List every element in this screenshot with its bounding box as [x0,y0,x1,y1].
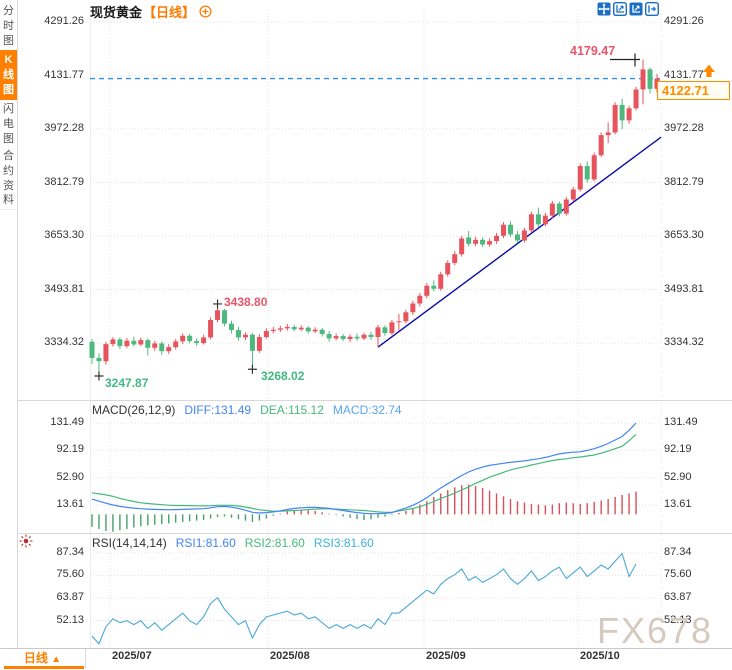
x-axis-month-label: 2025/09 [426,650,466,662]
chart-toolbar [597,2,659,16]
macd-axis-label-right: 52.90 [664,470,692,483]
footer-tab-underline [4,666,84,669]
rsi-axis-label-left: 63.87 [56,590,84,603]
price-up-arrow-icon [703,64,715,77]
chart-titlebar: 现货黄金 【日线】 [90,2,212,21]
price-axis-label-left: 3334.32 [44,336,84,348]
rsi-axis-label-right: 52.13 [664,613,692,626]
price-axis-label-left: 3972.28 [44,122,84,134]
session-high-label: 4179.47 [570,44,616,58]
indicator-settings-sun-icon[interactable] [19,534,33,548]
rsi1-value: RSI1:81.60 [175,536,236,550]
add-overlay-icon[interactable] [199,5,212,18]
macd-axis-label-left: 13.61 [56,497,84,510]
rsi-axis-label-right: 75.60 [664,568,692,581]
price-axis-label-left: 4131.77 [44,68,84,81]
x-axis-month-label: 2025/07 [112,650,152,662]
macd-axis-label-right: 13.61 [664,497,692,510]
macd-diff-value: DIFF:131.49 [184,403,252,417]
rsi-axis-label-right: 87.34 [664,545,692,558]
symbol-title: 现货黄金 [90,5,143,20]
price-axis-label-right: 3334.32 [664,336,704,348]
swing-low-label-july: 3247.87 [105,376,149,390]
rsi3-value: RSI3:81.60 [313,536,374,550]
price-axis-label-right: 4131.77 [664,68,704,81]
period-tag[interactable]: 【日线】 [143,5,196,20]
macd-axis-label-left: 52.90 [56,470,84,483]
macd-axis-label-right: 92.19 [664,443,692,456]
x-axis-month-label: 2025/10 [580,650,620,662]
macd-name: MACD(26,12,9) [92,403,176,417]
swing-high-label-july: 3438.80 [224,295,268,309]
current-price-tag: 4122.71 [657,81,730,100]
price-axis-label-right: 4291.26 [664,15,704,27]
footer-period-tab[interactable]: 日线 ▲ [23,651,62,665]
macd-dea-value: DEA:115.12 [260,403,324,417]
price-axis-label-right: 3972.28 [664,122,704,134]
macd-axis-label-right: 131.49 [664,416,698,428]
fx678-watermark: FX678 [597,610,714,651]
macd-axis-label-left: 92.19 [56,443,84,456]
rsi-axis-label-left: 75.60 [56,568,84,581]
pan-icon[interactable] [597,2,611,16]
macd-header: MACD(26,12,9) DIFF:131.49 DEA:115.12 MAC… [92,403,402,417]
x-axis-month-label: 2025/08 [270,650,310,662]
scroll-right-icon[interactable] [645,2,659,16]
auto-scale-icon[interactable] [629,2,643,16]
chevron-up-icon: ▲ [51,654,62,665]
rsi-axis-label-left: 87.34 [56,545,84,558]
rsi-name: RSI(14,14,14) [92,536,167,550]
price-axis-label-right: 3812.79 [664,175,704,188]
zoom-axis-icon[interactable] [613,2,627,16]
rsi2-value: RSI2:81.60 [244,536,305,550]
price-axis-label-left: 3493.81 [44,282,84,295]
price-axis-label-left: 4291.26 [44,15,84,27]
macd-macd-value: MACD:32.74 [332,403,402,417]
price-axis-label-left: 3653.30 [44,229,84,241]
price-axis-label-right: 3493.81 [664,282,704,295]
sidebar-tab-contract-info[interactable]: 合约资料 [0,149,17,210]
swing-low-label-august: 3268.02 [261,369,305,383]
macd-axis-label-left: 131.49 [50,416,84,428]
price-axis-label-left: 3812.79 [44,175,84,188]
rsi-axis-label-left: 52.13 [56,613,84,626]
rsi-header: RSI(14,14,14) RSI1:81.60 RSI2:81.60 RSI3… [92,536,374,550]
price-axis-label-right: 3653.30 [664,229,704,241]
rsi-axis-label-right: 63.87 [664,590,692,603]
